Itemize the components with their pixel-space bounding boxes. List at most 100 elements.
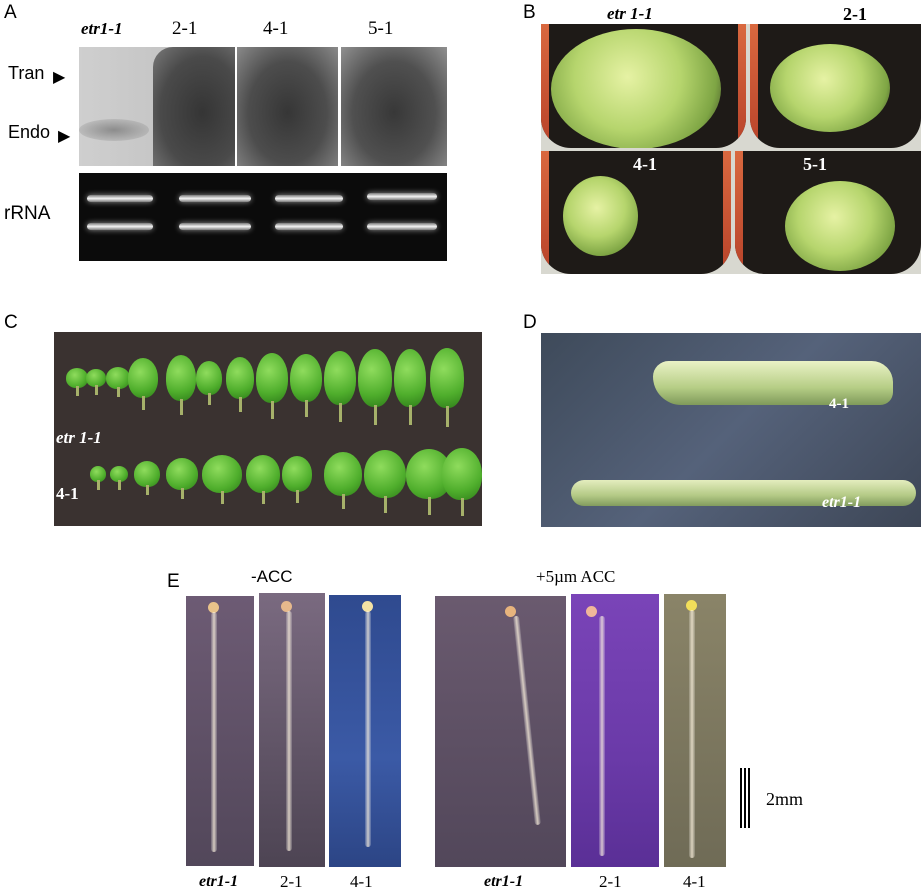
leaf bbox=[430, 348, 464, 408]
petiole bbox=[117, 387, 120, 397]
petiole bbox=[97, 480, 100, 490]
seedling-label-etr1-1-minus: etr1-1 bbox=[199, 873, 239, 890]
tran-arrow-icon: ▶ bbox=[53, 69, 66, 86]
panel-a-letter: A bbox=[4, 2, 17, 23]
rrna-band bbox=[367, 193, 437, 200]
pot-4-1 bbox=[541, 151, 731, 274]
leaf bbox=[394, 349, 426, 407]
petiole bbox=[374, 405, 377, 426]
leaf bbox=[90, 466, 106, 482]
rrna-band bbox=[87, 195, 153, 202]
tran-label: Tran bbox=[8, 63, 45, 83]
panel-d-letter: D bbox=[523, 312, 537, 333]
seed bbox=[208, 602, 219, 613]
seedling bbox=[513, 615, 541, 826]
pot-5-1 bbox=[735, 151, 921, 274]
rosette-etr1-1 bbox=[551, 29, 721, 148]
petiole bbox=[95, 385, 98, 395]
petiole bbox=[296, 490, 299, 503]
rrna-band bbox=[275, 195, 343, 202]
seedling-photo-2-1-plus bbox=[571, 594, 659, 867]
seed bbox=[686, 600, 697, 611]
northern-blot-strip-3 bbox=[341, 47, 447, 166]
seedling-photo-2-1-minus bbox=[259, 593, 325, 867]
northern-blot-strip-1 bbox=[79, 47, 235, 166]
seedling bbox=[286, 611, 292, 851]
scale-bar-label: 2mm bbox=[766, 789, 804, 809]
pot-rim bbox=[723, 151, 731, 274]
leaf bbox=[246, 455, 280, 493]
leaf bbox=[358, 349, 392, 407]
leaf bbox=[256, 353, 288, 403]
seedling-label-4-1-minus: 4-1 bbox=[350, 872, 373, 891]
leaf bbox=[290, 354, 322, 402]
leaf-row-label-4-1: 4-1 bbox=[56, 484, 79, 503]
pot-rim bbox=[735, 151, 743, 274]
seedling-label-4-1-plus: 4-1 bbox=[683, 872, 706, 891]
seedling-label-2-1-minus: 2-1 bbox=[280, 872, 303, 891]
pot-label-5-1: 5-1 bbox=[803, 154, 827, 174]
rrna-band bbox=[367, 223, 437, 230]
scale-bar-line bbox=[748, 768, 750, 828]
seedling bbox=[365, 611, 371, 847]
pot-label-etr1-1: etr 1-1 bbox=[607, 4, 653, 23]
silique-label-etr1-1: etr1-1 bbox=[822, 494, 862, 511]
endo-label: Endo bbox=[8, 122, 51, 142]
petiole bbox=[208, 393, 211, 405]
rrna-band bbox=[275, 223, 343, 230]
panel-b-letter: B bbox=[523, 2, 536, 23]
petiole bbox=[339, 403, 342, 422]
leaf-row-label-etr1-1: etr 1-1 bbox=[56, 428, 102, 447]
lane-label-2-1: 2-1 bbox=[172, 18, 198, 39]
petiole bbox=[384, 496, 387, 513]
rrna-label: rRNA bbox=[4, 203, 51, 224]
pots-photo bbox=[541, 24, 921, 274]
leaf bbox=[106, 367, 130, 389]
leaf bbox=[364, 450, 406, 498]
rrna-band bbox=[179, 195, 251, 202]
leaf bbox=[86, 369, 106, 387]
leaf bbox=[134, 461, 160, 487]
petiole bbox=[142, 396, 145, 410]
seed bbox=[281, 601, 292, 612]
leaf bbox=[166, 355, 196, 401]
pot-rim bbox=[750, 24, 758, 148]
rosette-5-1 bbox=[785, 181, 895, 271]
rrna-gel bbox=[79, 173, 447, 261]
pot-label-4-1: 4-1 bbox=[633, 154, 657, 174]
pot-2-1 bbox=[750, 24, 921, 148]
silique-etr1-1 bbox=[571, 480, 916, 506]
rosette-4-1 bbox=[563, 176, 638, 256]
petiole bbox=[181, 488, 184, 500]
pot-rim bbox=[738, 24, 746, 148]
seedling-label-etr1-1-plus: etr1-1 bbox=[484, 873, 524, 890]
seed bbox=[505, 606, 516, 617]
scale-bar bbox=[740, 768, 750, 828]
endo-arrow-icon: ▶ bbox=[58, 128, 71, 145]
seed bbox=[362, 601, 373, 612]
lane-label-5-1: 5-1 bbox=[368, 18, 394, 39]
leaf bbox=[166, 458, 198, 490]
seedling-photo-4-1-minus bbox=[329, 595, 401, 867]
leaf bbox=[128, 358, 158, 398]
northern-blot-strip-2 bbox=[237, 47, 338, 166]
petiole bbox=[461, 498, 464, 517]
leaf bbox=[324, 351, 356, 405]
condition-minus-acc: -ACC bbox=[251, 567, 293, 586]
rrna-band bbox=[87, 223, 153, 230]
seedling-photo-etr1-1-minus bbox=[186, 596, 254, 866]
petiole bbox=[409, 405, 412, 426]
endo-band bbox=[79, 119, 149, 141]
leaf bbox=[196, 361, 222, 395]
panel-e-letter: E bbox=[167, 571, 180, 592]
seedling-photo-4-1-plus bbox=[664, 594, 726, 867]
seed bbox=[586, 606, 597, 617]
petiole bbox=[271, 401, 274, 419]
petiole bbox=[221, 491, 224, 505]
petiole bbox=[305, 400, 308, 417]
pot-label-2-1: 2-1 bbox=[843, 4, 867, 24]
petiole bbox=[239, 397, 242, 412]
lane-label-4-1: 4-1 bbox=[263, 18, 289, 39]
seedling bbox=[689, 610, 695, 858]
silique-4-1 bbox=[653, 361, 893, 405]
